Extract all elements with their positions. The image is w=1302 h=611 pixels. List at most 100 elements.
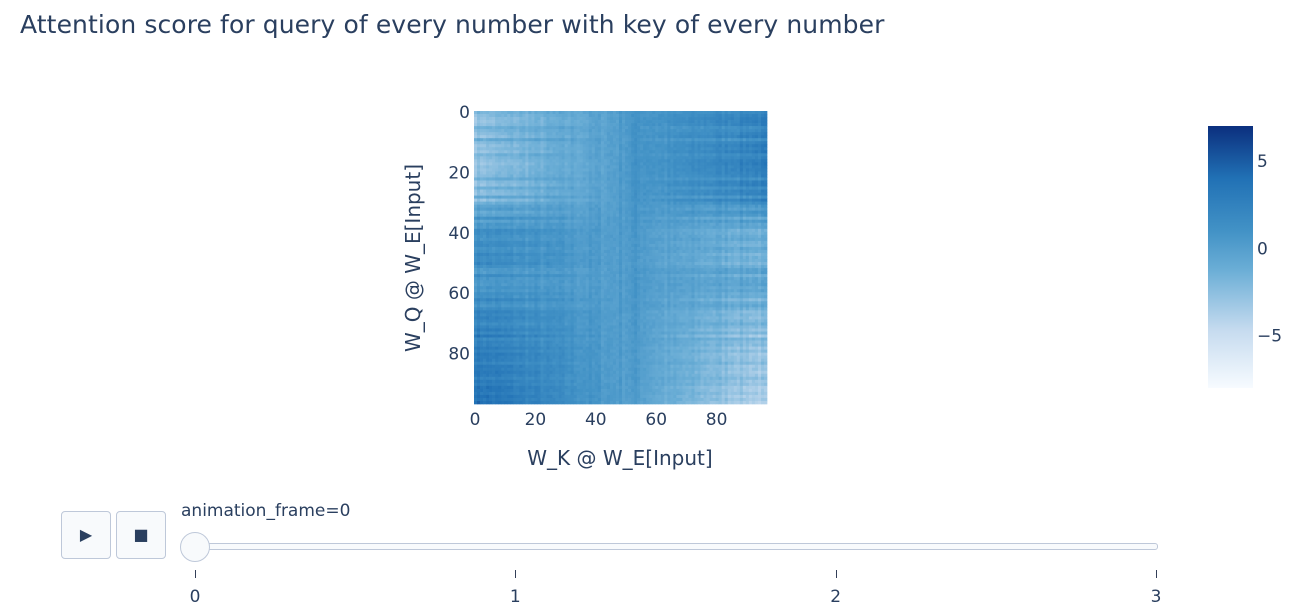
heatmap-cell bbox=[718, 198, 723, 202]
heatmap-cell bbox=[495, 165, 499, 169]
heatmap-cell bbox=[703, 147, 707, 151]
heatmap-cell bbox=[525, 147, 529, 151]
heatmap-cell bbox=[625, 189, 629, 193]
heatmap-cell bbox=[754, 159, 759, 163]
heatmap-cell bbox=[570, 132, 575, 136]
heatmap-cell bbox=[631, 225, 635, 230]
heatmap-cell bbox=[585, 171, 590, 175]
heatmap-cell bbox=[664, 219, 668, 224]
heatmap-cell bbox=[736, 240, 741, 245]
heatmap-cell bbox=[504, 210, 508, 215]
heatmap-cell bbox=[730, 180, 735, 184]
heatmap-cell bbox=[649, 171, 653, 175]
heatmap-cell bbox=[498, 180, 502, 184]
heatmap-cell bbox=[585, 231, 590, 236]
heatmap-cell bbox=[685, 201, 689, 205]
heatmap-cell bbox=[558, 201, 562, 205]
heatmap-cell bbox=[685, 195, 689, 199]
heatmap-cell bbox=[489, 265, 493, 269]
heatmap-cell bbox=[561, 255, 565, 260]
heatmap-cell bbox=[558, 219, 562, 224]
heatmap-cell bbox=[501, 180, 505, 184]
heatmap-cell bbox=[534, 147, 538, 151]
heatmap-cell bbox=[504, 141, 508, 145]
heatmap-cell bbox=[694, 201, 698, 205]
heatmap-cell bbox=[667, 216, 671, 221]
heatmap-cell bbox=[525, 126, 529, 130]
heatmap-cell bbox=[591, 192, 596, 196]
heatmap-cell bbox=[676, 159, 680, 163]
heatmap-cell bbox=[640, 262, 644, 266]
heatmap-cell bbox=[673, 162, 677, 166]
heatmap-cell bbox=[751, 186, 756, 190]
heatmap-cell bbox=[528, 141, 532, 145]
heatmap-cell bbox=[513, 228, 517, 233]
heatmap-cell bbox=[673, 144, 677, 148]
heatmap-cell bbox=[751, 219, 756, 224]
heatmap-cell bbox=[658, 183, 662, 187]
heatmap-cell bbox=[712, 165, 716, 169]
heatmap-cell bbox=[682, 222, 686, 227]
heatmap-cell bbox=[742, 207, 747, 212]
heatmap-cell bbox=[534, 156, 538, 160]
heatmap-cell bbox=[628, 165, 632, 169]
heatmap-cell bbox=[694, 162, 698, 166]
heatmap-cell bbox=[658, 114, 662, 118]
heatmap-cell bbox=[486, 114, 490, 118]
heatmap-cell bbox=[694, 213, 698, 218]
heatmap-cell bbox=[643, 171, 647, 175]
heatmap-cell bbox=[561, 249, 565, 254]
heatmap-cell bbox=[615, 210, 620, 215]
heatmap-cell bbox=[682, 246, 686, 251]
heatmap-cell bbox=[552, 117, 556, 121]
heatmap-cell bbox=[706, 210, 710, 215]
heatmap-cell bbox=[724, 198, 729, 202]
heatmap-cell bbox=[673, 114, 677, 118]
heatmap-cell bbox=[655, 147, 659, 151]
heatmap-cell bbox=[691, 234, 695, 239]
heatmap-cell bbox=[745, 225, 750, 230]
heatmap-cell bbox=[585, 204, 590, 209]
heatmap-cell bbox=[555, 265, 559, 269]
heatmap-cell bbox=[724, 210, 729, 215]
heatmap-cell bbox=[661, 171, 665, 175]
heatmap-cell bbox=[522, 147, 526, 151]
heatmap-cell bbox=[751, 183, 756, 187]
heatmap-cell bbox=[691, 198, 695, 202]
heatmap-cell bbox=[615, 186, 620, 190]
heatmap-cell bbox=[739, 126, 744, 130]
heatmap-cell bbox=[585, 192, 590, 196]
heatmap-cell bbox=[561, 171, 565, 175]
heatmap-cell bbox=[661, 240, 665, 245]
heatmap-cell bbox=[606, 216, 611, 221]
heatmap-cell bbox=[697, 210, 701, 215]
heatmap-cell bbox=[618, 207, 623, 212]
heatmap-cell bbox=[567, 259, 572, 263]
heatmap-cell bbox=[691, 237, 695, 242]
heatmap-cell bbox=[697, 162, 701, 166]
heatmap-cell bbox=[492, 165, 496, 169]
heatmap-cell bbox=[477, 204, 481, 209]
heatmap-cell bbox=[510, 246, 514, 251]
heatmap-cell bbox=[558, 213, 562, 218]
heatmap-cell bbox=[567, 231, 572, 236]
heatmap-cell bbox=[558, 207, 562, 212]
heatmap-cell bbox=[570, 265, 575, 269]
heatmap-cell bbox=[643, 186, 647, 190]
heatmap-cell bbox=[504, 189, 508, 193]
heatmap-cell bbox=[748, 219, 753, 224]
heatmap-cell bbox=[685, 234, 689, 239]
heatmap-cell bbox=[582, 265, 587, 269]
heatmap-cell bbox=[739, 171, 744, 175]
heatmap-cell bbox=[691, 262, 695, 266]
heatmap-cell bbox=[594, 216, 599, 221]
heatmap-cell bbox=[528, 204, 532, 209]
heatmap-cell bbox=[739, 234, 744, 239]
heatmap-cell bbox=[573, 231, 578, 236]
heatmap-cell bbox=[552, 123, 556, 127]
heatmap-cell bbox=[540, 189, 544, 193]
heatmap-cell bbox=[552, 192, 556, 196]
heatmap-cell bbox=[721, 132, 726, 136]
heatmap-cell bbox=[751, 132, 756, 136]
